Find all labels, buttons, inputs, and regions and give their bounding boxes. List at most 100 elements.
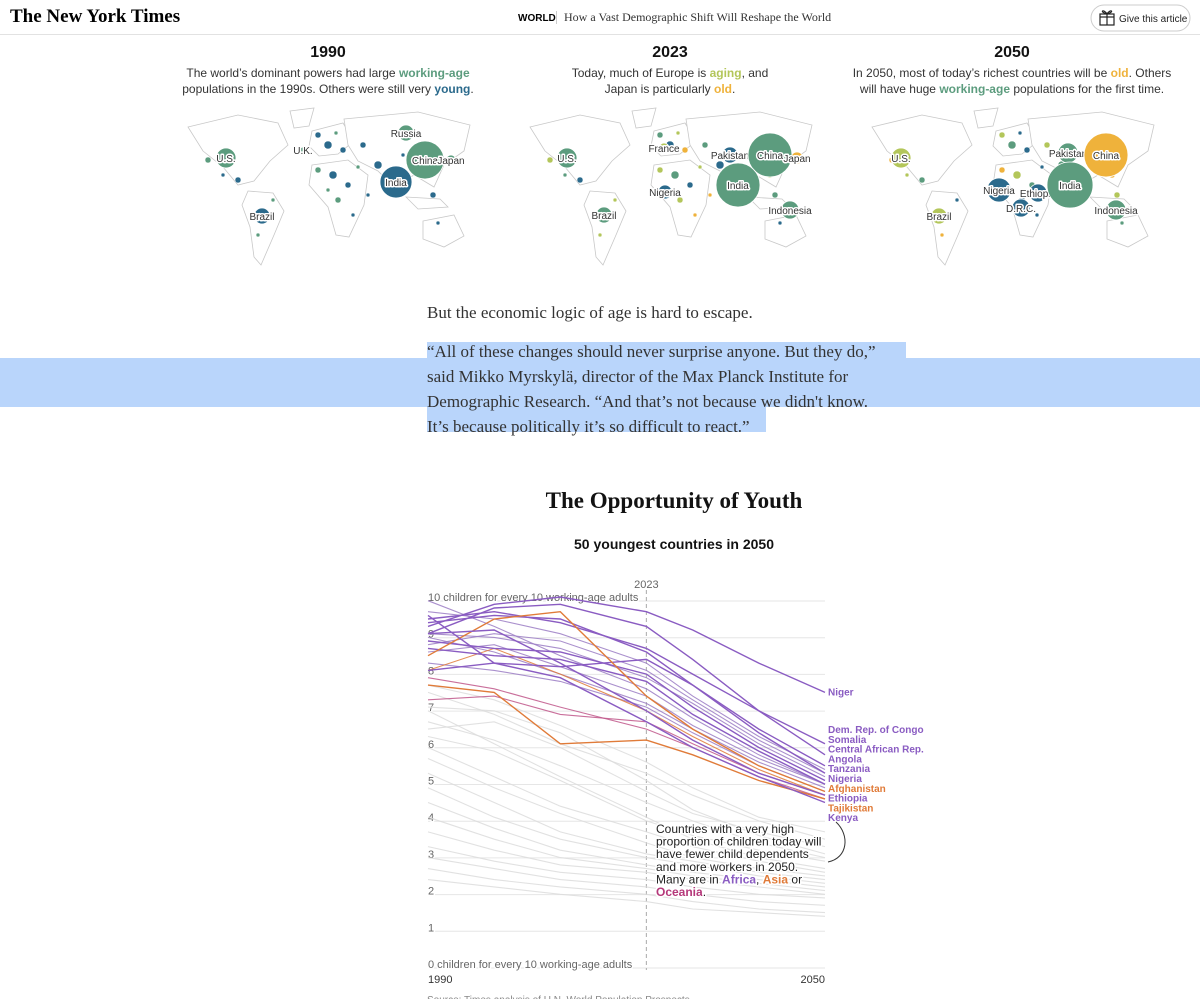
map-dot bbox=[325, 187, 331, 193]
map-dot bbox=[681, 146, 689, 154]
country-bubble bbox=[445, 154, 457, 166]
y-tick-label: 0 children for every 10 working-age adul… bbox=[428, 959, 633, 971]
map-dot bbox=[355, 164, 361, 170]
background-line bbox=[427, 816, 826, 892]
country-bubble bbox=[715, 162, 761, 208]
y-tick-label: 8 bbox=[428, 665, 434, 677]
country-bubble bbox=[1083, 132, 1129, 178]
logo[interactable]: The New York Times bbox=[10, 6, 180, 27]
text-run: or bbox=[788, 872, 802, 886]
section[interactable]: WORLD bbox=[518, 13, 556, 24]
text-run: young bbox=[434, 82, 470, 96]
series-label: Tajikistan bbox=[828, 803, 873, 814]
map-dot bbox=[314, 131, 322, 139]
text-run: Many are in bbox=[656, 872, 722, 886]
text-run: . bbox=[732, 82, 735, 96]
maps: 1990 The world’s dominant powers had larg… bbox=[182, 44, 1172, 266]
background-line bbox=[427, 735, 826, 862]
map-dot bbox=[333, 130, 339, 136]
country-bubble bbox=[1028, 183, 1048, 203]
map-dot bbox=[939, 232, 945, 238]
map-dot bbox=[339, 146, 347, 154]
map-dot bbox=[597, 232, 603, 238]
map-dot bbox=[255, 232, 261, 238]
text-run: . bbox=[470, 82, 473, 96]
country-label: U.S. bbox=[216, 154, 235, 165]
background-line bbox=[427, 600, 826, 785]
map-dot bbox=[400, 152, 406, 158]
text-line: Today, much of Europe is aging, and bbox=[572, 66, 769, 80]
map-dot bbox=[1119, 220, 1125, 226]
country-label: India bbox=[1059, 181, 1081, 192]
map-dot bbox=[701, 141, 709, 149]
country-label: U.S. bbox=[557, 154, 576, 165]
country-label: U.S. bbox=[891, 154, 910, 165]
quote-line: “All of these changes should never surpr… bbox=[427, 342, 876, 361]
map-dot bbox=[429, 191, 437, 199]
annotation-arrow bbox=[827, 821, 846, 863]
map-dot bbox=[670, 170, 680, 180]
country-label: Pakistan bbox=[711, 151, 749, 162]
map-title: 2050 bbox=[994, 44, 1030, 61]
background-line bbox=[427, 611, 826, 770]
background-line bbox=[427, 868, 826, 914]
country-label: Brazil bbox=[249, 212, 274, 223]
country-label: Japan bbox=[437, 156, 464, 167]
text-line: and more workers in 2050. bbox=[656, 860, 798, 874]
series-line bbox=[427, 647, 826, 785]
map-dot bbox=[359, 141, 367, 149]
text-line: In 2050, most of today’s richest countri… bbox=[853, 66, 1172, 80]
country-bubble bbox=[657, 184, 673, 200]
map-dot bbox=[676, 196, 684, 204]
country-label: China bbox=[412, 156, 439, 167]
map-dot bbox=[344, 181, 352, 189]
quote-line: Demographic Research. “And that’s not be… bbox=[427, 392, 868, 411]
map-dot bbox=[771, 191, 779, 199]
map-dot bbox=[314, 166, 322, 174]
y-tick-label: 9 bbox=[428, 629, 434, 641]
gift-button[interactable] bbox=[1090, 4, 1191, 32]
country-bubble bbox=[379, 165, 413, 199]
text-run: will have huge bbox=[859, 82, 939, 96]
text-run: aging bbox=[710, 66, 742, 80]
selection bbox=[0, 342, 1200, 432]
text-run: and more workers in 2050. bbox=[656, 860, 798, 874]
text-run: old bbox=[1111, 66, 1129, 80]
map-dot bbox=[270, 197, 276, 203]
map-dot bbox=[998, 166, 1006, 174]
quote-line: It’s because politically it’s so difficu… bbox=[427, 417, 750, 436]
text-run: Asia bbox=[763, 872, 789, 886]
country-bubble bbox=[556, 147, 578, 169]
map-dot bbox=[954, 197, 960, 203]
country-label: India bbox=[727, 181, 749, 192]
map-dot bbox=[692, 212, 698, 218]
map-dot bbox=[1113, 191, 1121, 199]
background-line bbox=[427, 857, 826, 906]
map-dot bbox=[1039, 164, 1045, 170]
background-line bbox=[427, 772, 826, 881]
map-dot bbox=[656, 166, 664, 174]
text-run: In 2050, most of today’s richest countri… bbox=[853, 66, 1111, 80]
text-run: The world’s dominant powers had large bbox=[186, 66, 399, 80]
country-bubble bbox=[721, 146, 739, 164]
country-bubble bbox=[299, 146, 307, 154]
text-run: . bbox=[703, 885, 706, 899]
map-dot bbox=[707, 192, 713, 198]
country-label: Indonesia bbox=[768, 206, 812, 217]
y-tick-label: 7 bbox=[428, 702, 434, 714]
map-dot bbox=[1034, 212, 1040, 218]
text-run: have fewer child dependents bbox=[656, 847, 809, 861]
article: But the economic logic of age is hard to… bbox=[0, 303, 1200, 436]
series-line bbox=[427, 629, 826, 796]
gift-label[interactable]: Give this article bbox=[1119, 14, 1188, 25]
country-label: Indonesia bbox=[1094, 206, 1138, 217]
map-dot bbox=[904, 172, 910, 178]
background-line bbox=[427, 636, 826, 789]
series-label: Niger bbox=[828, 687, 854, 698]
series-label: Dem. Rep. of Congo bbox=[828, 725, 924, 736]
bar-bg bbox=[0, 0, 1200, 35]
country-label: France bbox=[648, 144, 680, 155]
series-label: Nigeria bbox=[828, 774, 862, 785]
y-tick-label: 2 bbox=[428, 886, 434, 898]
